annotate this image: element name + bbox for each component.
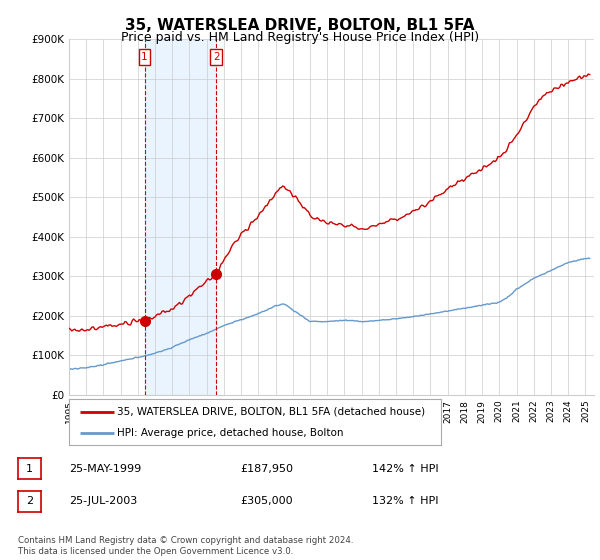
Text: 25-JUL-2003: 25-JUL-2003 [69, 496, 137, 506]
Text: HPI: Average price, detached house, Bolton: HPI: Average price, detached house, Bolt… [118, 428, 344, 438]
Text: 35, WATERSLEA DRIVE, BOLTON, BL1 5FA (detached house): 35, WATERSLEA DRIVE, BOLTON, BL1 5FA (de… [118, 407, 425, 417]
Text: 2: 2 [213, 52, 220, 62]
Text: 132% ↑ HPI: 132% ↑ HPI [372, 496, 439, 506]
Text: 2: 2 [26, 496, 33, 506]
Text: 1: 1 [141, 52, 148, 62]
Bar [145, 39, 217, 395]
Text: 142% ↑ HPI: 142% ↑ HPI [372, 464, 439, 474]
Text: 35, WATERSLEA DRIVE, BOLTON, BL1 5FA: 35, WATERSLEA DRIVE, BOLTON, BL1 5FA [125, 18, 475, 33]
Text: 1: 1 [26, 464, 33, 474]
Text: Price paid vs. HM Land Registry's House Price Index (HPI): Price paid vs. HM Land Registry's House … [121, 31, 479, 44]
Text: £187,950: £187,950 [240, 464, 293, 474]
Text: 25-MAY-1999: 25-MAY-1999 [69, 464, 141, 474]
Text: Contains HM Land Registry data © Crown copyright and database right 2024.
This d: Contains HM Land Registry data © Crown c… [18, 536, 353, 556]
Text: £305,000: £305,000 [240, 496, 293, 506]
